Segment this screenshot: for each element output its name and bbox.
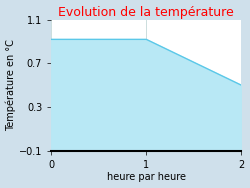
X-axis label: heure par heure: heure par heure (107, 172, 186, 182)
Title: Evolution de la température: Evolution de la température (58, 6, 234, 19)
Y-axis label: Température en °C: Température en °C (6, 39, 16, 131)
